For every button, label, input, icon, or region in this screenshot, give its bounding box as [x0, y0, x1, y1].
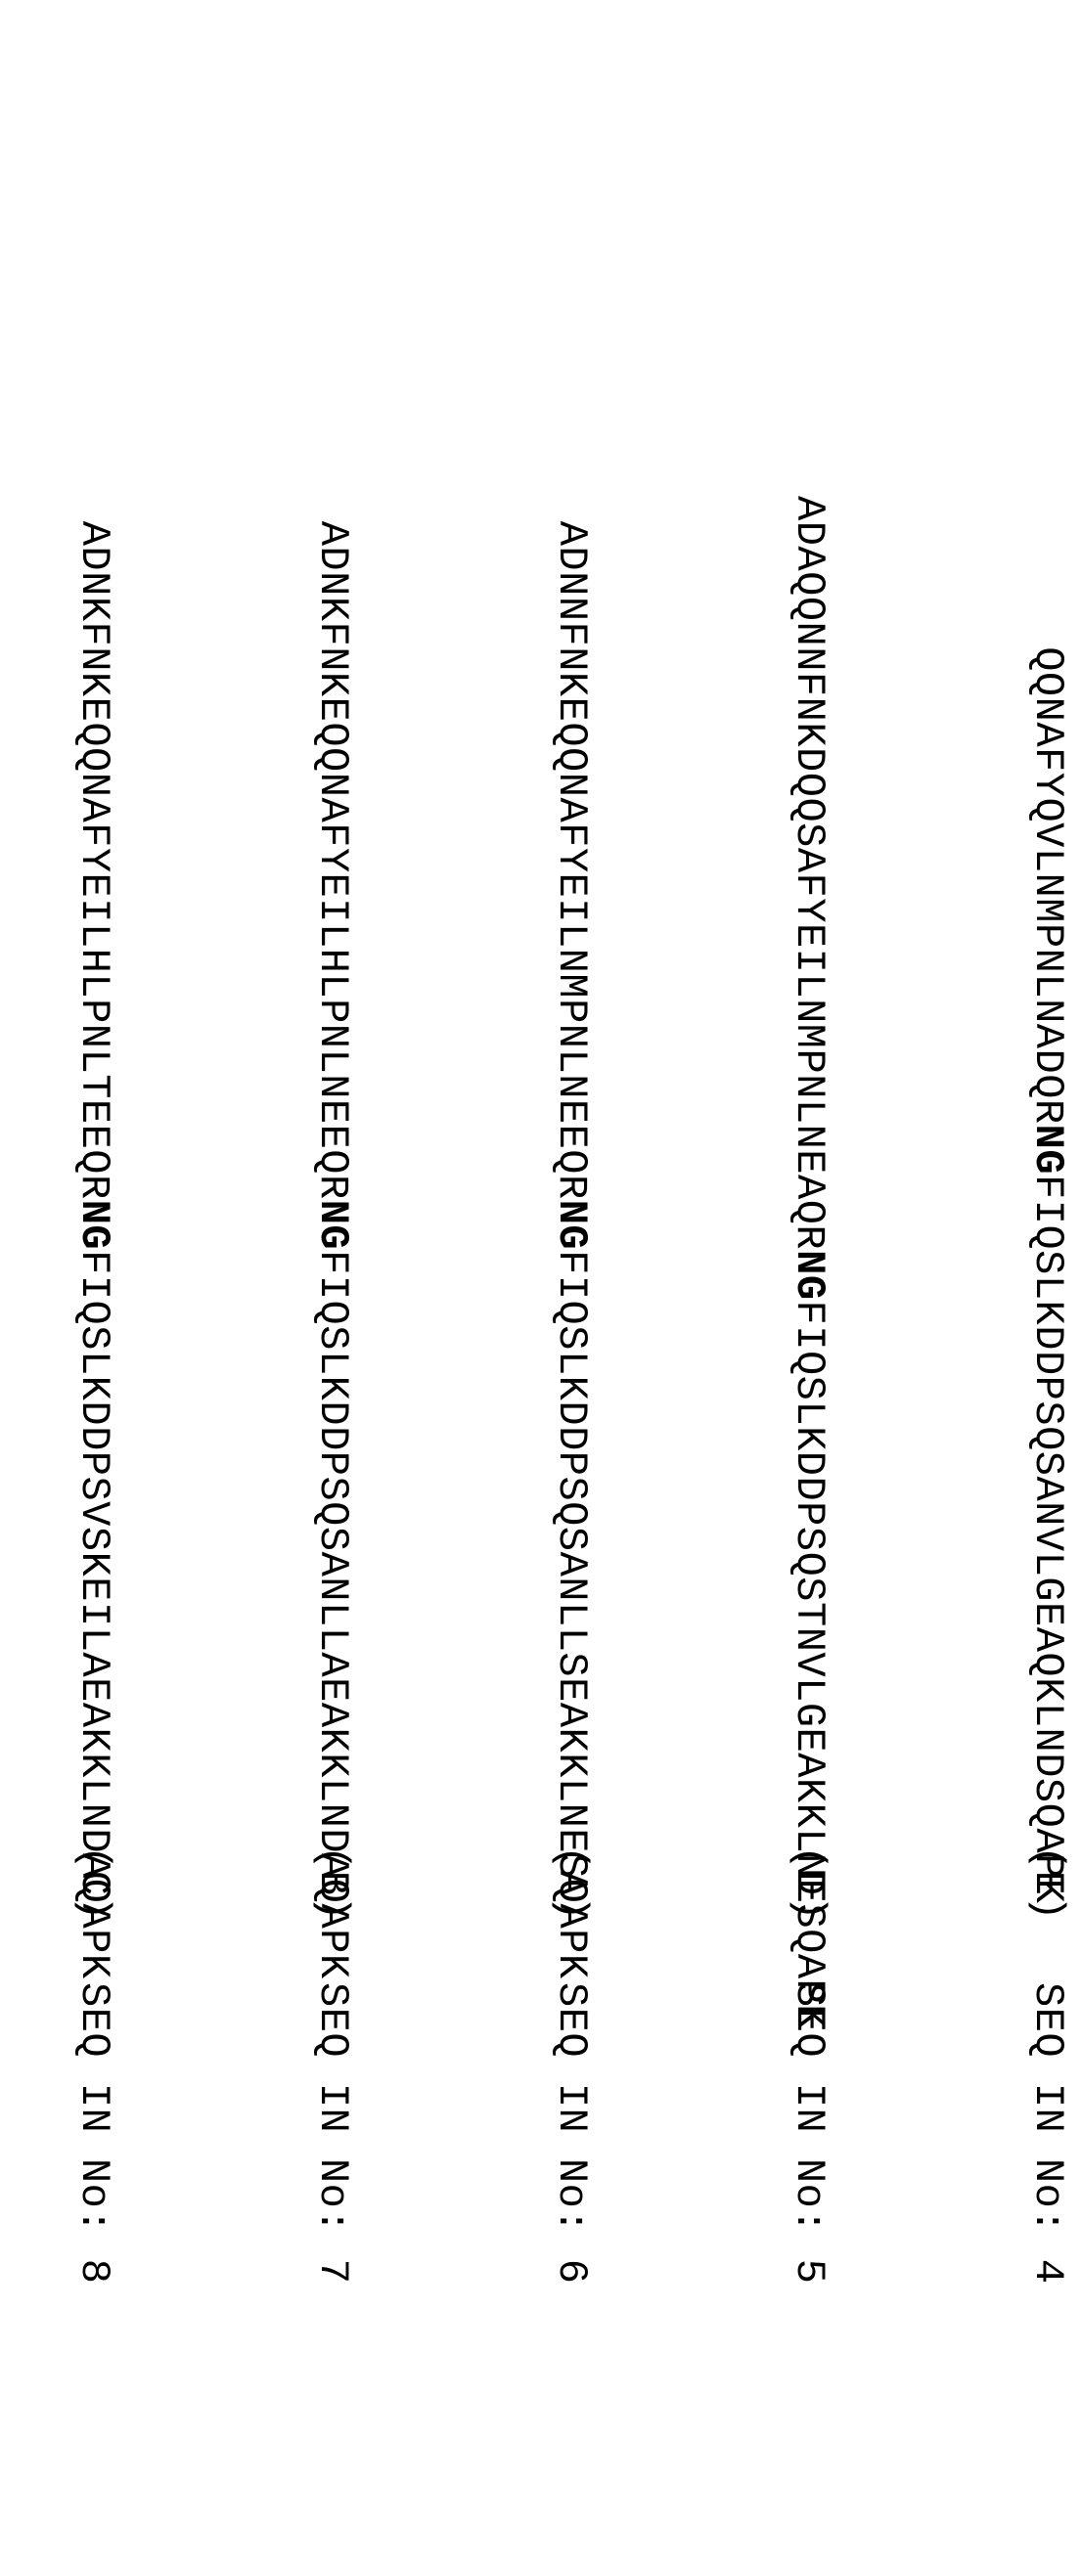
domain-label: (D) — [779, 1845, 838, 1982]
seq-prefix — [301, 242, 361, 496]
domain-label: (E) — [1016, 1845, 1076, 1982]
domain-label: (A) — [540, 1845, 600, 1982]
seq-prefix — [1016, 242, 1076, 496]
seq-text: ADNKFNKEQQNAFYEILHLPNLNEEQRNGFIQSLKDDPSQ… — [301, 496, 361, 1845]
sequence-row: ADAQQNNFNKDQQSAFYEILNMPNLNEAQRNGFIQSLKDD… — [779, 242, 838, 2334]
sequence-row: ADNKFNKEQQNAFYEILHLPNLNEEQRNGFIQSLKDDPSQ… — [301, 242, 361, 2334]
seq-pre-ng: ADNKFNKEQQNAFYEILHLPNLTEEQR — [70, 496, 117, 1200]
domain-label: (B) — [301, 1845, 361, 1982]
seq-id: SEQ IN No: 6 — [540, 1982, 600, 2334]
sequence-alignment: (N-terminus)< Helix 1> < Helix 2 > < Hel… — [0, 242, 1081, 2334]
sequence-row: QQNAFYQVLNMPNLNADQRNGFIQSLKDDPSQSANVLGEA… — [1016, 242, 1076, 2334]
seq-ng-bold: NG — [308, 1200, 355, 1250]
figure-container: Protein A (five domains, EDABC) (N-termi… — [0, 212, 1081, 2364]
seq-text: ADNKFNKEQQNAFYEILHLPNLTEEQRNGFIQSLKDDPSV… — [64, 496, 123, 1845]
seq-text: QQNAFYQVLNMPNLNADQRNGFIQSLKDDPSQSANVLGEA… — [1016, 496, 1076, 1845]
seq-ng-bold: NG — [547, 1200, 594, 1250]
seq-prefix — [779, 242, 838, 496]
domain-label: (C) — [64, 1845, 123, 1982]
seq-id: SEQ IN No: 4 — [1016, 1982, 1076, 2334]
seq-pre-ng: ADAQQNNFNKDQQSAFYEILNMPNLNEAQR — [786, 496, 833, 1250]
seq-post-ng: FIQSLKDDPSQSANVLGEAQKLNDSQAPK — [1023, 1175, 1070, 1903]
seq-ng-bold: NG — [1023, 1125, 1070, 1175]
seq-text: ADNNFNKEQQNAFYEILNMPNLNEEQRNGFIQSLKDDPSQ… — [540, 496, 600, 1845]
sequence-row: ADNNFNKEQQNAFYEILNMPNLNEEQRNGFIQSLKDDPSQ… — [540, 242, 600, 2334]
seq-prefix — [64, 242, 123, 496]
seq-prefix — [540, 242, 600, 496]
seq-id: SEQ IN No: 7 — [301, 1982, 361, 2334]
seq-pre-ng: ADNNFNKEQQNAFYEILNMPNLNEEQR — [547, 496, 594, 1200]
seq-text: ADAQQNNFNKDQQSAFYEILNMPNLNEAQRNGFIQSLKDD… — [779, 496, 838, 1845]
seq-ng-bold: NG — [786, 1250, 833, 1300]
seq-pre-ng: ADNKFNKEQQNAFYEILHLPNLNEEQR — [308, 496, 355, 1200]
seq-id: SEQ IN No: 8 — [64, 1982, 123, 2334]
seq-ng-bold: NG — [70, 1200, 117, 1250]
seq-pre-ng: QQNAFYQVLNMPNLNADQR — [1023, 496, 1070, 1125]
sequence-row: ADNKFNKEQQNAFYEILHLPNLTEEQRNGFIQSLKDDPSV… — [64, 242, 123, 2334]
seq-id: SEQ IN No: 5 — [779, 1982, 838, 2334]
